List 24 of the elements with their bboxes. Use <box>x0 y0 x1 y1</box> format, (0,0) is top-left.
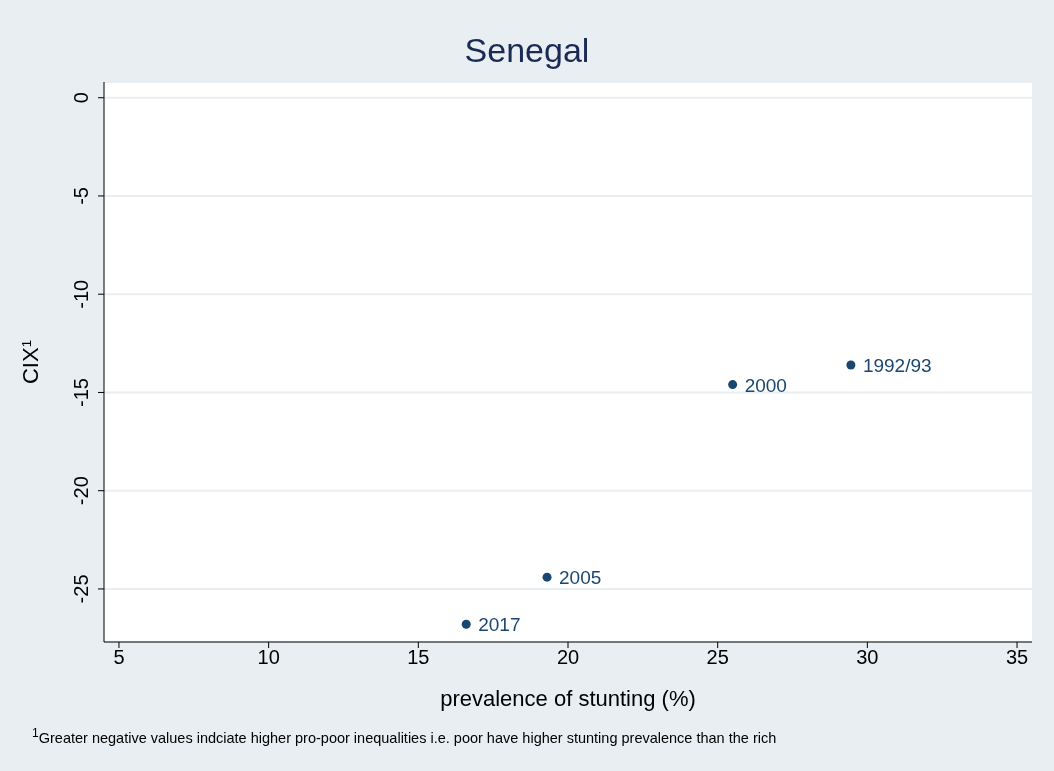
x-tick-label: 30 <box>856 646 879 669</box>
y-tick-label: -25 <box>70 574 92 604</box>
x-tick-label: 10 <box>257 646 280 669</box>
x-tick-label: 35 <box>1005 646 1029 669</box>
y-tick-label: -20 <box>70 476 92 506</box>
y-tick-label: -10 <box>70 279 92 309</box>
y-tick-label: -15 <box>70 378 92 407</box>
x-tick-label: 20 <box>556 646 580 669</box>
point <box>461 619 471 629</box>
annotation: 2005 <box>559 567 602 589</box>
annotation: 1992/93 <box>862 354 932 376</box>
point <box>542 572 552 582</box>
chart-title: Senegal <box>463 30 591 71</box>
x-tick-label: 25 <box>706 646 729 669</box>
x-tick-label: 5 <box>113 646 125 669</box>
y-tick-label: 0 <box>70 92 92 104</box>
point <box>728 380 738 390</box>
x-axis-title: prevalence of stunting (%) <box>440 686 696 711</box>
x-tick-label: 15 <box>407 646 430 669</box>
annotation: 2017 <box>478 614 521 636</box>
point <box>846 360 856 370</box>
annotation: 2000 <box>744 374 787 396</box>
y-tick-label: -5 <box>70 187 92 205</box>
text: $^{1}$Greater negative values indciate higher pro-poor inequalities i.e. poor have higher stunting prevalence than the rich <box>32 726 777 746</box>
